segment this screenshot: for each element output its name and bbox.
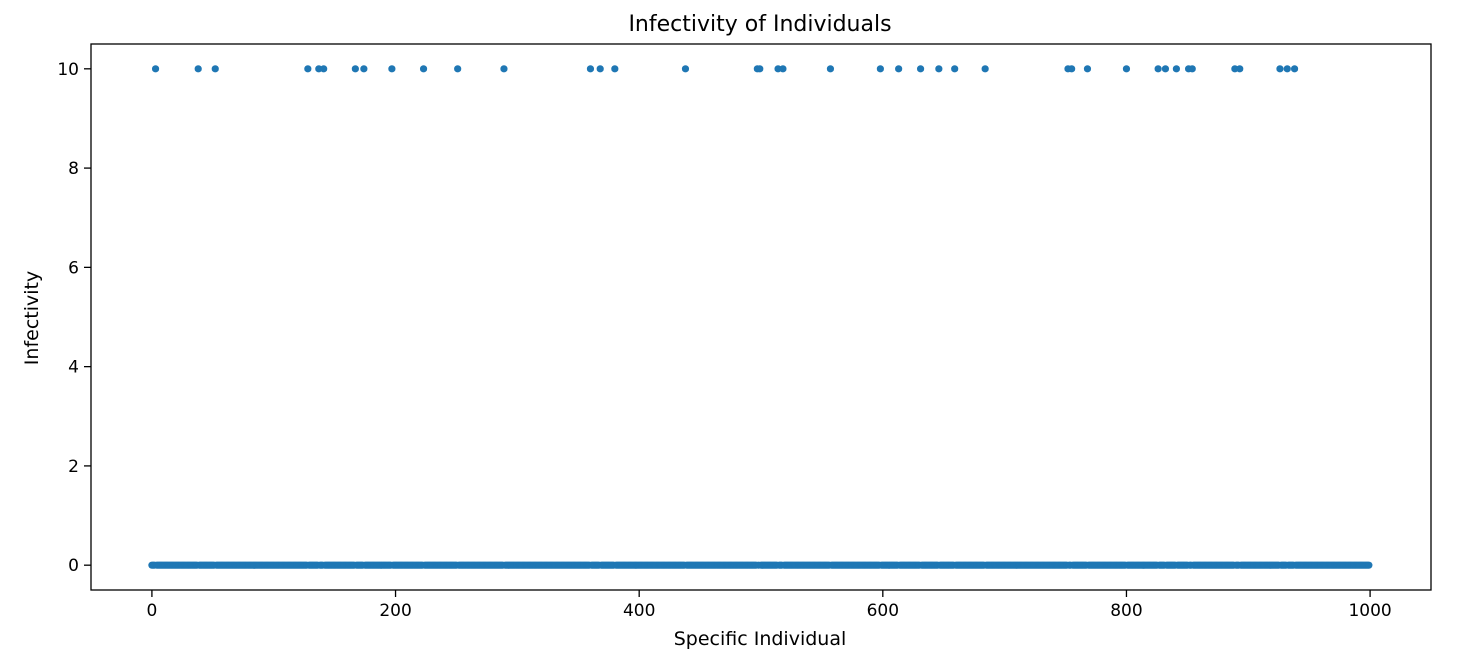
- data-point: [1290, 65, 1299, 73]
- data-point: [895, 65, 903, 73]
- data-point: [779, 65, 787, 73]
- data-point: [1161, 65, 1170, 73]
- y-tick-label: 6: [68, 258, 79, 278]
- data-point: [1276, 65, 1284, 73]
- data-point: [320, 65, 328, 73]
- data-point: [1068, 65, 1076, 73]
- data-point: [596, 65, 604, 73]
- x-tick-label: 1000: [1348, 601, 1391, 621]
- y-axis-label: Infectivity: [21, 271, 43, 365]
- y-tick-label: 2: [68, 457, 79, 477]
- chart-title: Infectivity of Individuals: [628, 12, 891, 37]
- data-point: [876, 65, 884, 73]
- data-points: [148, 65, 1373, 569]
- x-tick-label: 0: [146, 601, 157, 621]
- y-tick-label: 10: [57, 60, 79, 80]
- data-point: [1122, 65, 1131, 73]
- data-point: [151, 65, 160, 73]
- data-point: [360, 65, 368, 73]
- data-point: [756, 65, 764, 73]
- data-point: [1365, 561, 1373, 569]
- data-point: [1236, 65, 1244, 73]
- x-tick-label: 600: [867, 601, 899, 621]
- x-tick-label: 800: [1110, 601, 1142, 621]
- data-point: [1283, 65, 1291, 73]
- data-point: [1172, 65, 1180, 73]
- data-point: [194, 65, 202, 73]
- data-point: [1188, 65, 1196, 73]
- plot-frame: [90, 43, 1432, 591]
- data-point: [1154, 65, 1162, 73]
- data-point: [388, 65, 396, 73]
- data-point: [611, 65, 619, 73]
- data-point: [1083, 65, 1092, 73]
- y-tick-label: 4: [68, 358, 79, 378]
- data-point: [951, 65, 959, 73]
- x-axis-label: Specific Individual: [674, 628, 847, 650]
- x-tick-label: 200: [379, 601, 411, 621]
- y-tick-label: 8: [68, 159, 79, 179]
- data-point: [454, 65, 462, 73]
- data-point: [500, 65, 508, 73]
- data-point: [681, 65, 690, 73]
- data-point: [935, 65, 943, 73]
- data-point: [211, 65, 219, 73]
- data-point: [916, 65, 925, 73]
- axis-ticks: 0 200 400 600 800 1000 0 2 4 6 8 10: [57, 60, 1391, 621]
- data-point: [981, 65, 989, 73]
- data-point: [304, 65, 312, 73]
- data-point: [419, 65, 428, 73]
- data-point: [351, 65, 359, 73]
- data-point: [826, 65, 835, 73]
- y-tick-label: 0: [68, 556, 79, 576]
- x-tick-label: 400: [623, 601, 655, 621]
- data-point: [586, 65, 595, 73]
